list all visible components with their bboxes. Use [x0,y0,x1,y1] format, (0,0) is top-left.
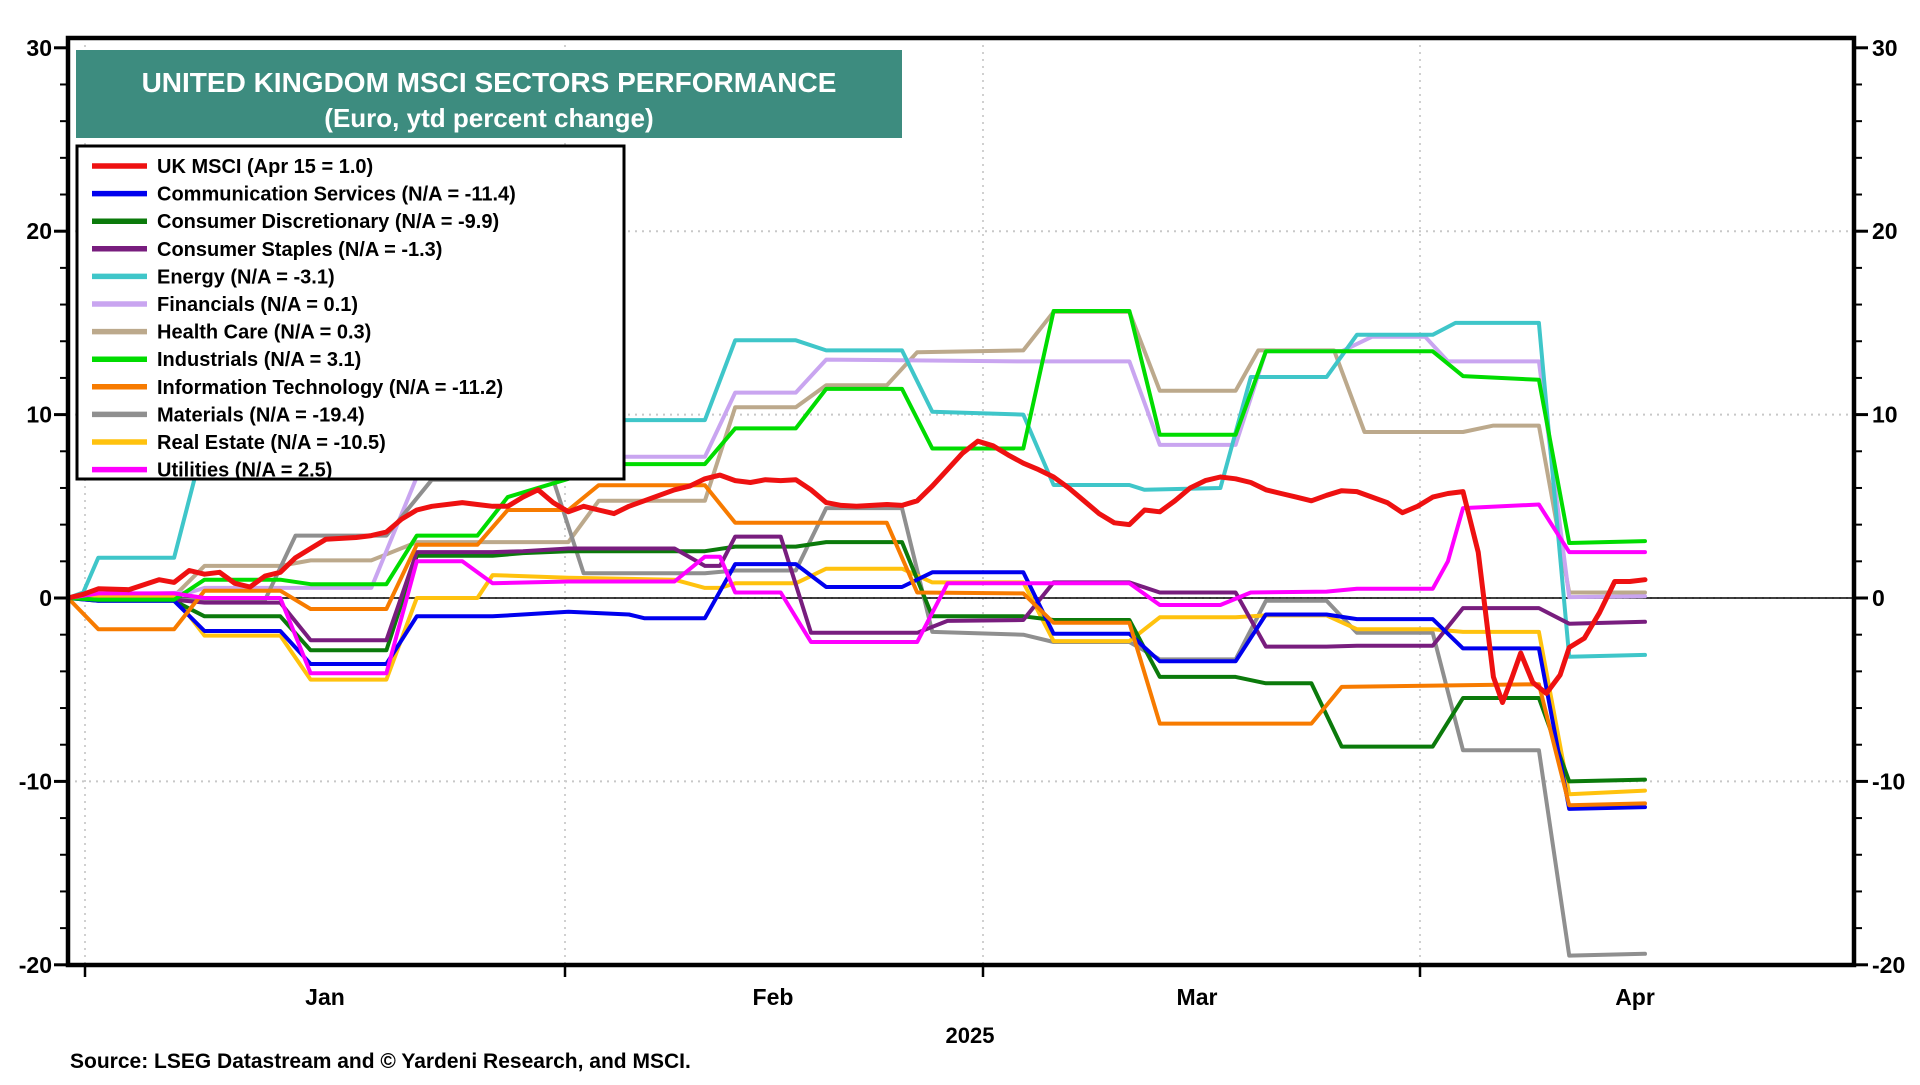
chart-subtitle: (Euro, ytd percent change) [324,103,653,133]
y-axis-label-right-0: 0 [1872,585,1885,611]
series-line-consumer_discretionary [66,540,1647,784]
axis-ticks-and-labels: 30 30 20 20 10 10 0 0 -10 -10 -20 -20 [19,35,1906,978]
legend-label-energy: Energy (N/A = -3.1) [157,266,335,288]
y-axis-label-left-30: 30 [26,35,52,61]
y-axis-label-left-20: 20 [26,218,52,244]
plot-frame [65,35,1857,968]
month-labels: Jan Feb Mar Apr [305,984,1655,1010]
legend-items: UK MSCI (Apr 15 = 1.0) Communication Serv… [92,156,516,482]
legend-label-communication_services: Communication Services (N/A = -11.4) [157,184,516,206]
series-line-information_technology [66,483,1647,808]
series-line-industrials [66,309,1647,602]
series-line-health_care [66,309,1647,600]
month-label-apr: Apr [1615,984,1655,1010]
y-axis-label-left--20: -20 [19,952,52,978]
y-axis-label-right--10: -10 [1872,768,1905,794]
legend-label-health_care: Health Care (N/A = 0.3) [157,322,371,344]
legend-label-industrials: Industrials (N/A = 3.1) [157,349,361,371]
year-label: 2025 [946,1023,995,1048]
source-note: Source: LSEG Datastream and © Yardeni Re… [70,1050,691,1073]
legend-box [75,144,626,481]
series-line-real_estate [66,566,1647,797]
legend-label-utilities: Utilities (N/A = 2.5) [157,460,332,482]
legend-label-consumer_discretionary: Consumer Discretionary (N/A = -9.9) [157,211,499,233]
chart-title: UNITED KINGDOM MSCI SECTORS PERFORMANCE [142,67,837,98]
title-banner: UNITED KINGDOM MSCI SECTORS PERFORMANCE … [76,50,902,138]
legend-label-financials: Financials (N/A = 0.1) [157,294,358,316]
month-label-mar: Mar [1177,984,1218,1010]
series-line-uk_msci [65,438,1648,705]
plot-border [65,35,1857,968]
title-background [76,50,902,138]
legend: UK MSCI (Apr 15 = 1.0) Communication Serv… [75,144,626,482]
series-line-utilities [66,502,1647,676]
month-label-jan: Jan [305,984,345,1010]
series-line-communication_services [66,562,1647,811]
legend-label-materials: Materials (N/A = -19.4) [157,404,365,426]
y-axis-label-right--20: -20 [1872,952,1905,978]
series-lines [65,309,1648,958]
legend-label-uk_msci: UK MSCI (Apr 15 = 1.0) [157,156,373,178]
legend-label-information_technology: Information Technology (N/A = -11.2) [157,377,503,399]
legend-label-real_estate: Real Estate (N/A = -10.5) [157,432,386,454]
series-line-consumer_staples [66,534,1647,649]
y-axis-label-right-20: 20 [1872,218,1898,244]
month-label-feb: Feb [753,984,794,1010]
y-axis-label-right-30: 30 [1872,35,1898,61]
y-axis-label-left-10: 10 [26,402,52,428]
legend-label-consumer_staples: Consumer Staples (N/A = -1.3) [157,239,442,261]
y-axis-label-left-0: 0 [39,585,52,611]
y-axis-label-right-10: 10 [1872,402,1898,428]
y-axis-label-left--10: -10 [19,768,52,794]
